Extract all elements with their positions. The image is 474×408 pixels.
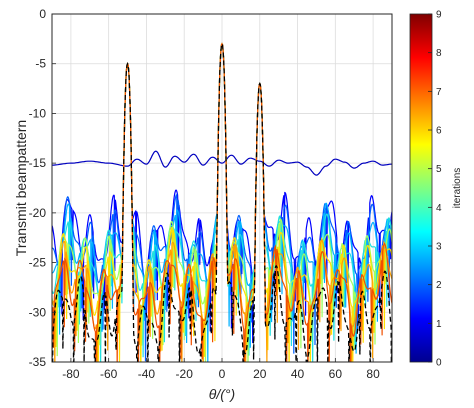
x-tick-label: -40	[138, 367, 156, 381]
series-line-iteration-0	[52, 150, 392, 176]
x-tick-label: -60	[100, 367, 118, 381]
colorbar-tick-label: 6	[436, 126, 442, 137]
y-tick-label: -15	[29, 156, 47, 170]
y-tick-label: -20	[29, 206, 47, 220]
y-tick-label: 0	[39, 7, 46, 21]
y-tick-label: -25	[29, 256, 47, 270]
colorbar-tick-label: 2	[436, 280, 442, 291]
series-line-iteration-8	[52, 42, 392, 362]
series-line-iteration-9	[52, 42, 392, 362]
y-axis-label: Transmit beampattern	[13, 120, 29, 256]
x-tick-label: 80	[366, 367, 380, 381]
series-group	[52, 42, 392, 362]
colorbar-tick-label: 9	[436, 10, 442, 21]
y-tick-label: -5	[35, 57, 46, 71]
x-tick-label: 40	[291, 367, 305, 381]
x-tick-label: -20	[176, 367, 194, 381]
y-tick-label: -30	[29, 305, 47, 319]
y-tick-label: -35	[29, 355, 47, 369]
x-tick-label: -80	[62, 367, 80, 381]
colorbar-tick-label: 1	[436, 319, 442, 330]
colorbar-tick-label: 0	[436, 358, 442, 369]
x-tick-label: 60	[329, 367, 343, 381]
colorbar-tick-label: 4	[436, 203, 442, 214]
colorbar-gradient	[409, 13, 433, 363]
colorbar-ticks: 0 1 2 3 4 5 6 7 8 9	[428, 10, 442, 369]
axis-ticks: -80 -60 -40 -20 0 20 40 60 80 0 -5 -10 -15 -20 -25 -30 -…	[29, 7, 380, 381]
colorbar-tick-label: 5	[436, 164, 442, 175]
colorbar: 0 1 2 3 4 5 6 7 8 9 iterations	[409, 10, 463, 369]
colorbar-tick-label: 7	[436, 87, 442, 98]
colorbar-label: iterations	[452, 168, 463, 209]
colorbar-tick-label: 3	[436, 242, 442, 253]
colorbar-tick-label: 8	[436, 48, 442, 59]
x-tick-label: 0	[219, 367, 226, 381]
x-axis-label: θ/(°)	[209, 386, 235, 402]
x-tick-label: 20	[253, 367, 267, 381]
y-tick-label: -10	[29, 106, 47, 120]
